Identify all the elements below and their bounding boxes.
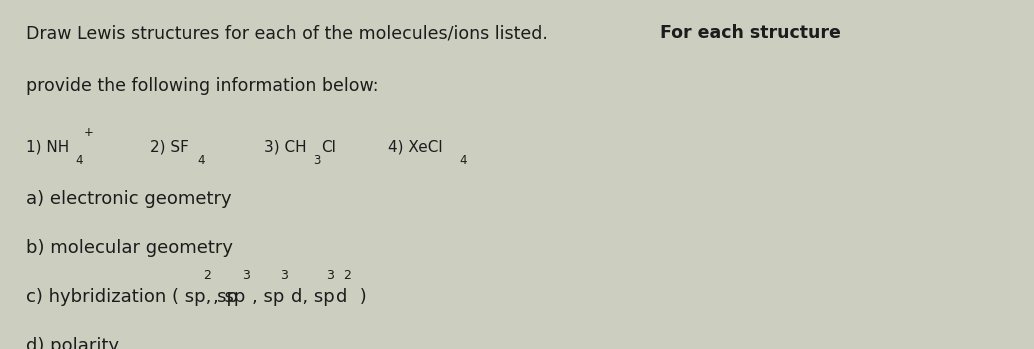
Text: 2) SF: 2) SF [150, 140, 189, 155]
Text: 3: 3 [242, 269, 249, 282]
Text: , sp: , sp [252, 288, 284, 306]
Text: 4: 4 [75, 154, 83, 167]
Text: 1) NH: 1) NH [26, 140, 69, 155]
Text: 3: 3 [280, 269, 288, 282]
Text: 3: 3 [326, 269, 334, 282]
Text: ): ) [354, 288, 366, 306]
Text: provide the following information below:: provide the following information below: [26, 77, 378, 95]
Text: d, sp: d, sp [291, 288, 334, 306]
Text: Cl: Cl [322, 140, 336, 155]
Text: 4: 4 [197, 154, 205, 167]
Text: Draw Lewis structures for each of the molecules/ions listed.: Draw Lewis structures for each of the mo… [26, 24, 553, 43]
Text: d) polarity: d) polarity [26, 337, 119, 349]
Text: 2: 2 [203, 269, 211, 282]
Text: d: d [336, 288, 347, 306]
Text: For each structure: For each structure [660, 24, 841, 43]
Text: b) molecular geometry: b) molecular geometry [26, 239, 233, 257]
Text: c) hybridization ( sp, sp: c) hybridization ( sp, sp [26, 288, 238, 306]
Text: 3) CH: 3) CH [264, 140, 306, 155]
Text: 3: 3 [313, 154, 321, 167]
Text: 2: 2 [343, 269, 352, 282]
Text: a) electronic geometry: a) electronic geometry [26, 190, 232, 208]
Text: +: + [84, 126, 94, 139]
Text: 4: 4 [459, 154, 466, 167]
Text: 4) XeCl: 4) XeCl [388, 140, 443, 155]
Text: , sp: , sp [213, 288, 246, 306]
